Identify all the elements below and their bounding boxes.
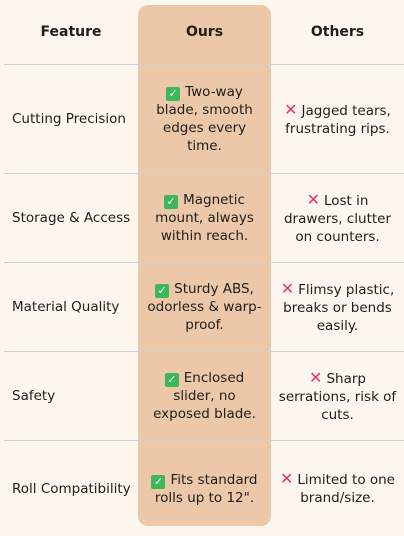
others-text: Lost in drawers, clutter on counters. <box>284 193 391 245</box>
cross-mark-icon: ✕ <box>284 100 297 119</box>
ours-cell: ✓Enclosed slider, no exposed blade. <box>138 352 271 441</box>
ours-cell: ✓Sturdy ABS, odorless & warp-proof. <box>138 263 271 352</box>
header-feature: Feature <box>4 0 138 65</box>
feature-label: Roll Compatibility <box>4 441 138 536</box>
others-cell: ✕Jagged tears, frustrating rips. <box>271 65 404 174</box>
table-row: Safety ✓Enclosed slider, no exposed blad… <box>4 352 404 441</box>
table-row: Cutting Precision ✓Two-way blade, smooth… <box>4 65 404 174</box>
others-text: Sharp serrations, risk of cuts. <box>279 371 396 423</box>
others-cell: ✕Limited to one brand/size. <box>271 441 404 536</box>
header-ours: Ours <box>138 0 271 65</box>
others-text: Limited to one brand/size. <box>297 472 395 506</box>
check-mark-icon: ✓ <box>155 284 169 298</box>
feature-label: Cutting Precision <box>4 65 138 174</box>
others-cell: ✕Sharp serrations, risk of cuts. <box>271 352 404 441</box>
table-row: Roll Compatibility ✓Fits standard rolls … <box>4 441 404 536</box>
others-text: Jagged tears, frustrating rips. <box>285 103 391 137</box>
check-mark-icon: ✓ <box>165 373 179 387</box>
feature-label: Storage & Access <box>4 174 138 263</box>
others-cell: ✕Lost in drawers, clutter on counters. <box>271 174 404 263</box>
header-others: Others <box>271 0 404 65</box>
cross-mark-icon: ✕ <box>280 469 293 488</box>
others-text: Flimsy plastic, breaks or bends easily. <box>283 282 394 334</box>
check-mark-icon: ✓ <box>164 195 178 209</box>
header-row: Feature Ours Others <box>4 0 404 65</box>
ours-text: Fits standard rolls up to 12". <box>155 472 258 506</box>
table-row: Storage & Access ✓Magnetic mount, always… <box>4 174 404 263</box>
cross-mark-icon: ✕ <box>281 279 294 298</box>
others-cell: ✕Flimsy plastic, breaks or bends easily. <box>271 263 404 352</box>
ours-cell: ✓Two-way blade, smooth edges every time. <box>138 65 271 174</box>
ours-cell: ✓Magnetic mount, always within reach. <box>138 174 271 263</box>
feature-label: Material Quality <box>4 263 138 352</box>
table-row: Material Quality ✓Sturdy ABS, odorless &… <box>4 263 404 352</box>
comparison-table: Feature Ours Others Cutting Precision ✓T… <box>4 0 404 536</box>
cross-mark-icon: ✕ <box>307 190 320 209</box>
ours-cell: ✓Fits standard rolls up to 12". <box>138 441 271 536</box>
feature-label: Safety <box>4 352 138 441</box>
cross-mark-icon: ✕ <box>309 368 322 387</box>
check-mark-icon: ✓ <box>151 475 165 489</box>
check-mark-icon: ✓ <box>166 87 180 101</box>
